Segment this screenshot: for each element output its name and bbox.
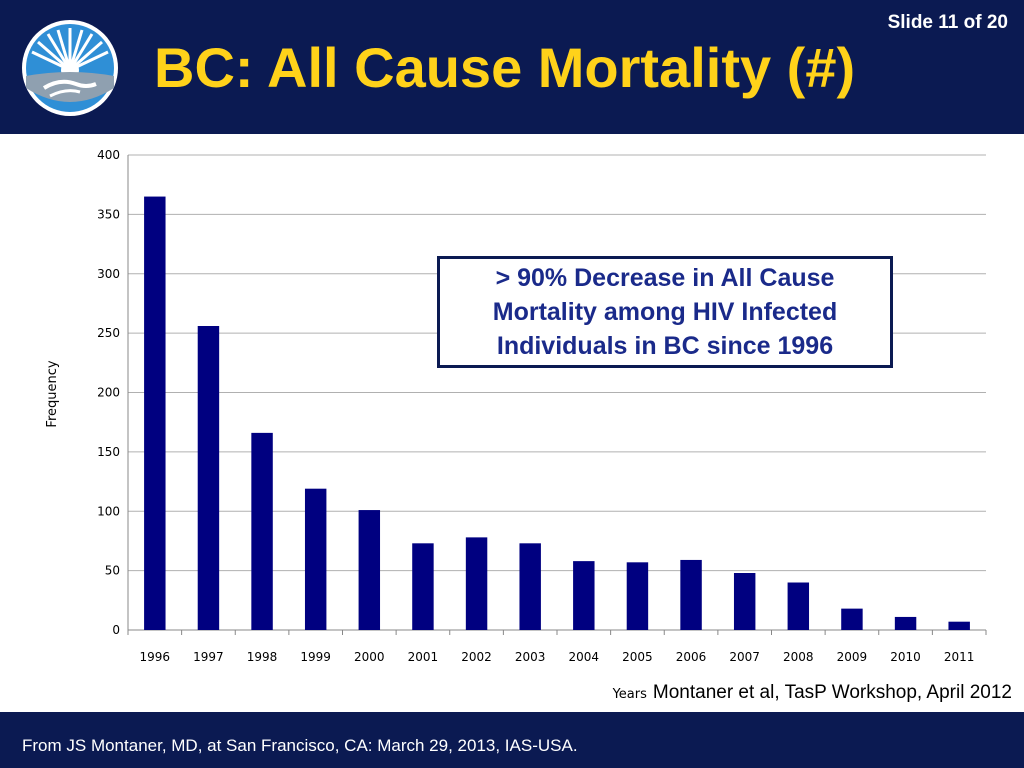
y-tick-label: 350 (97, 207, 120, 221)
callout-box: > 90% Decrease in All Cause Mortality am… (437, 256, 893, 368)
x-tick-label: 2003 (515, 650, 546, 664)
bar (251, 432, 273, 630)
x-tick-label: 1999 (300, 650, 331, 664)
slide-header: Slide 11 of 20 BC: All Cause Mortality (… (0, 0, 1024, 134)
x-tick-label: 2004 (569, 650, 600, 664)
bar (197, 326, 220, 630)
y-axis-label: Frequency (45, 360, 60, 427)
bar (948, 621, 970, 630)
bar (680, 559, 702, 630)
bar-chart: 0 50 100 150 200 250 300 350 400 1996 1997 1998 1999… (45, 148, 987, 664)
bar (358, 510, 381, 630)
y-tick-label: 50 (105, 564, 120, 578)
bar (841, 608, 863, 630)
y-tick-label: 100 (97, 504, 120, 518)
citation-line: Years Montaner et al, TasP Workshop, Apri… (613, 682, 1012, 704)
bar (465, 537, 488, 630)
x-tick-label: 2011 (944, 650, 975, 664)
y-tick-label: 300 (97, 267, 120, 281)
sun-handshake-logo-icon (22, 20, 118, 116)
y-tick-label: 400 (97, 148, 120, 162)
y-tick-label: 0 (112, 623, 120, 637)
x-tick-label: 2009 (837, 650, 868, 664)
citation: Montaner et al, TasP Workshop, April 201… (652, 682, 1012, 703)
slide-footer: From JS Montaner, MD, at San Francisco, … (0, 712, 1024, 768)
bar (787, 582, 810, 630)
bar (894, 616, 917, 630)
x-tick-label: 2006 (676, 650, 707, 664)
slide-number: Slide 11 of 20 (887, 12, 1008, 33)
x-tick-label: 2001 (408, 650, 439, 664)
y-tick-label: 150 (97, 445, 120, 459)
y-tick-label: 200 (97, 386, 120, 400)
x-tick-label: 2008 (783, 650, 814, 664)
x-tick-label: 2002 (461, 650, 492, 664)
x-tick-label: 1998 (247, 650, 278, 664)
x-tick-label: 2007 (729, 650, 760, 664)
bar (412, 543, 434, 630)
bar (573, 561, 595, 630)
bar (733, 573, 756, 630)
bar (519, 543, 541, 630)
slide-title: BC: All Cause Mortality (#) (154, 36, 856, 99)
x-axis-label: Years (612, 687, 647, 702)
y-tick-label: 250 (97, 326, 120, 340)
bar (304, 488, 327, 630)
x-tick-label: 2010 (890, 650, 921, 664)
bar (144, 196, 166, 630)
bar (626, 562, 649, 630)
callout-text: > 90% Decrease in All Cause Mortality am… (492, 264, 838, 360)
x-tick-label: 1996 (140, 650, 171, 664)
x-tick-label: 2005 (622, 650, 653, 664)
x-tick-label: 1997 (193, 650, 224, 664)
x-tick-label: 2000 (354, 650, 385, 664)
footer-text: From JS Montaner, MD, at San Francisco, … (22, 736, 578, 755)
